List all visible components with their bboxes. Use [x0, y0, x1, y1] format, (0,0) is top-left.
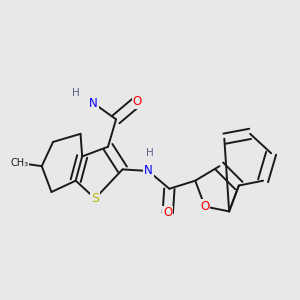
Text: N: N: [89, 97, 98, 110]
Text: N: N: [144, 164, 153, 178]
Text: CH₃: CH₃: [10, 158, 28, 168]
Text: O: O: [133, 95, 142, 108]
Text: O: O: [200, 200, 209, 213]
Text: O: O: [163, 206, 172, 220]
Text: S: S: [91, 192, 99, 205]
Text: H: H: [146, 148, 154, 158]
Text: H: H: [72, 88, 80, 98]
